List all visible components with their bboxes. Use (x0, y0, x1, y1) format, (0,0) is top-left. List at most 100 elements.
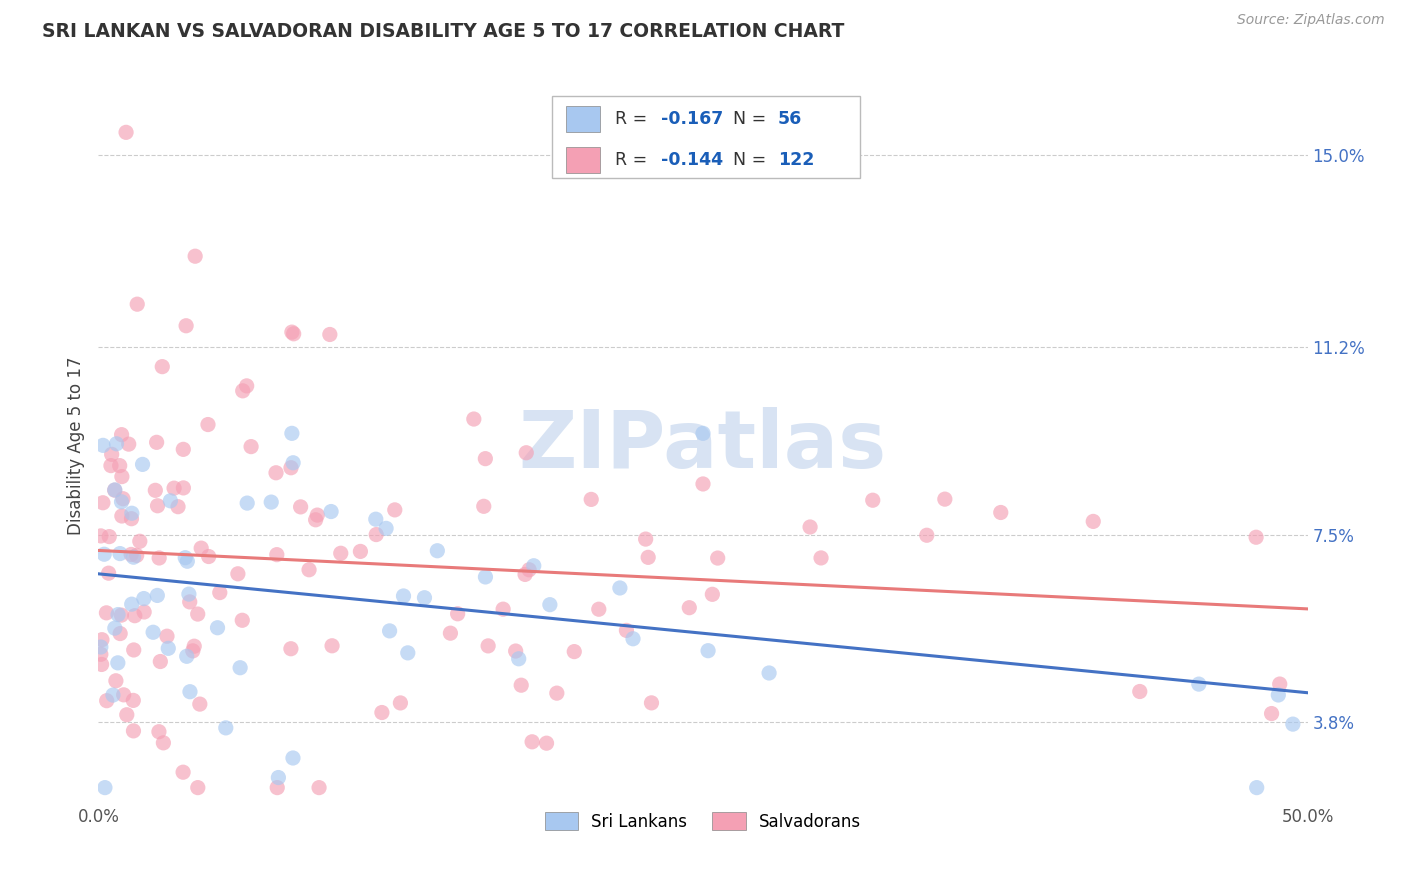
Bar (567, 147, 600, 173)
Point (562, 644, 585, 658)
Point (174, 550, 197, 565)
Point (176, 649, 198, 664)
Point (215, 721, 238, 735)
Point (260, 495, 283, 509)
Point (111, 508, 134, 523)
Point (167, 500, 190, 514)
Point (264, 466, 287, 480)
Point (101, 688, 124, 702)
Point (371, 706, 394, 720)
Point (477, 639, 499, 653)
Point (706, 551, 728, 566)
Point (375, 521, 398, 535)
Point (149, 655, 172, 669)
Point (378, 624, 401, 638)
Point (329, 546, 352, 560)
Point (121, 512, 143, 526)
Point (115, 707, 138, 722)
Point (145, 435, 167, 450)
Point (536, 736, 558, 750)
Point (190, 541, 212, 555)
Point (125, 549, 148, 563)
Point (364, 512, 387, 526)
Point (152, 736, 174, 750)
Point (1083, 515, 1105, 529)
Point (150, 359, 173, 374)
Point (1188, 677, 1211, 691)
Point (90, 648, 112, 662)
Point (231, 613, 253, 627)
Point (176, 554, 198, 568)
Point (515, 446, 537, 460)
Point (463, 412, 485, 426)
Point (148, 724, 170, 739)
Point (134, 605, 156, 619)
Point (1246, 780, 1268, 795)
Point (1129, 684, 1152, 698)
Point (226, 566, 249, 581)
Point (163, 481, 186, 495)
Point (157, 641, 180, 656)
Point (446, 607, 468, 621)
Point (510, 678, 533, 692)
Text: 56: 56 (778, 111, 803, 128)
Text: N =: N = (734, 152, 772, 169)
Point (990, 506, 1012, 520)
Point (520, 735, 543, 749)
Point (637, 550, 659, 565)
Point (104, 483, 127, 497)
Point (281, 426, 304, 441)
Point (93, 547, 115, 561)
Point (197, 549, 219, 564)
Y-axis label: Disability Age 5 to 17: Disability Age 5 to 17 (66, 357, 84, 535)
Point (111, 491, 134, 506)
Point (523, 558, 546, 573)
Point (121, 506, 143, 520)
Point (307, 508, 329, 522)
Point (110, 427, 132, 442)
Point (90, 529, 112, 543)
Text: R =: R = (614, 152, 652, 169)
Point (184, 249, 207, 263)
Point (181, 644, 204, 658)
Point (115, 125, 138, 139)
Point (146, 589, 169, 603)
Point (236, 496, 259, 510)
Point (108, 547, 131, 561)
Point (492, 602, 515, 616)
Point (304, 513, 326, 527)
Point (143, 483, 166, 498)
Point (538, 598, 561, 612)
Point (758, 665, 780, 680)
Point (208, 585, 231, 599)
Point (474, 451, 496, 466)
Point (546, 686, 568, 700)
Point (108, 458, 131, 473)
Point (146, 499, 169, 513)
Text: SRI LANKAN VS SALVADORAN DISABILITY AGE 5 TO 17 CORRELATION CHART: SRI LANKAN VS SALVADORAN DISABILITY AGE … (42, 22, 845, 41)
Point (621, 632, 644, 646)
Point (862, 493, 884, 508)
Point (810, 550, 832, 565)
Point (1260, 706, 1282, 721)
Point (90, 640, 112, 654)
Point (616, 624, 638, 638)
Point (187, 780, 209, 795)
Point (172, 481, 194, 495)
Point (127, 297, 149, 311)
Point (122, 693, 145, 707)
Point (678, 600, 700, 615)
Text: N =: N = (734, 111, 772, 128)
Point (321, 639, 343, 653)
Point (142, 625, 165, 640)
Point (232, 384, 254, 398)
Bar (551, 96, 860, 178)
Point (235, 379, 257, 393)
Point (148, 551, 170, 566)
Point (472, 500, 495, 514)
Point (349, 544, 371, 558)
Text: R =: R = (614, 111, 652, 128)
Point (280, 460, 302, 475)
Point (290, 500, 312, 514)
Point (298, 563, 321, 577)
